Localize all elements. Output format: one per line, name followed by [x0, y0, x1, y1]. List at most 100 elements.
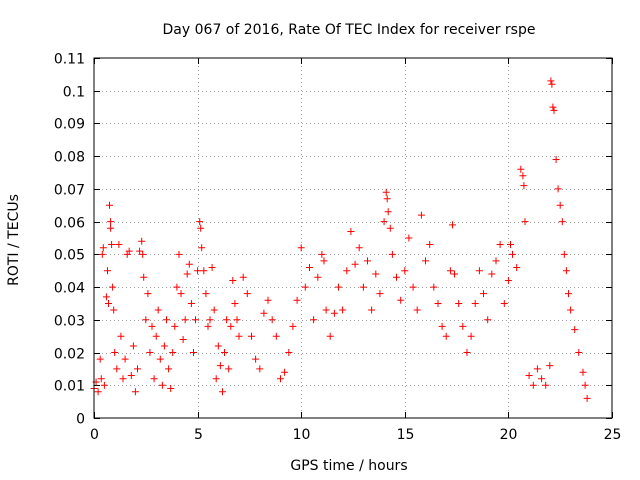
data-point — [382, 188, 390, 196]
data-point — [198, 244, 206, 252]
data-point — [496, 241, 504, 248]
data-point — [111, 349, 119, 356]
data-point — [243, 290, 251, 298]
data-point — [393, 273, 400, 281]
data-point — [163, 316, 170, 324]
data-point — [181, 316, 189, 324]
data-point — [125, 247, 133, 255]
data-point — [102, 293, 110, 301]
y-tick-label: 0.11 — [54, 52, 85, 68]
data-point — [581, 381, 589, 389]
data-point — [146, 349, 154, 356]
data-point — [131, 388, 139, 396]
data-points — [90, 77, 591, 402]
x-tick-label: 15 — [397, 427, 415, 443]
data-point — [190, 349, 197, 356]
y-tick-label: 0.09 — [54, 117, 85, 133]
data-point — [575, 349, 583, 356]
x-tick-label: 0 — [90, 427, 99, 443]
data-point — [549, 103, 557, 111]
data-point — [96, 355, 104, 363]
data-point — [550, 106, 558, 114]
data-point — [397, 296, 405, 304]
data-point — [383, 195, 391, 203]
x-axis-label: GPS time / hours — [290, 458, 407, 474]
y-tick-label: 0 — [76, 412, 85, 428]
data-point — [380, 218, 388, 226]
data-point — [326, 332, 334, 340]
data-point — [104, 267, 111, 275]
data-point — [355, 244, 363, 252]
data-point — [417, 211, 425, 219]
data-point — [194, 267, 202, 275]
data-point — [221, 349, 228, 356]
data-point — [231, 300, 239, 307]
data-point — [480, 290, 487, 298]
data-point — [272, 332, 280, 340]
data-point — [533, 365, 541, 373]
y-tick-label: 0.05 — [54, 248, 85, 264]
data-point — [150, 375, 158, 383]
data-point — [285, 349, 293, 356]
data-point — [351, 260, 359, 268]
data-point — [171, 322, 179, 330]
data-point — [110, 306, 118, 314]
data-point — [210, 306, 218, 314]
data-point — [264, 296, 272, 304]
y-tick-label: 0.06 — [54, 216, 85, 232]
data-point — [158, 381, 166, 389]
data-point — [571, 326, 579, 334]
data-point — [330, 309, 338, 317]
data-point — [579, 368, 587, 376]
data-point — [177, 290, 185, 298]
x-tick-label: 10 — [293, 427, 311, 443]
data-point — [521, 218, 529, 226]
data-point — [197, 224, 205, 232]
data-point — [225, 365, 233, 373]
data-point — [401, 267, 409, 275]
data-point — [364, 257, 371, 265]
data-point — [422, 257, 429, 265]
data-point — [281, 368, 289, 376]
data-point — [405, 234, 413, 242]
data-point — [108, 241, 116, 248]
data-point — [322, 306, 330, 314]
data-point — [384, 208, 392, 216]
data-point — [129, 342, 137, 350]
data-point — [105, 300, 112, 307]
data-point — [538, 375, 546, 383]
data-point — [484, 316, 492, 324]
data-point — [142, 316, 150, 324]
data-point — [301, 283, 309, 291]
data-point — [376, 290, 384, 298]
data-point — [229, 277, 237, 284]
data-point — [235, 332, 243, 340]
data-point — [94, 388, 102, 396]
axis-ticks: 0 0.01 0.02 0.03 0.04 0.05 0.06 0.07 0.08 0.09 0.1… — [54, 52, 622, 444]
data-point — [212, 375, 220, 383]
data-point — [320, 257, 328, 265]
data-point — [106, 201, 113, 209]
data-point — [547, 77, 555, 85]
data-point — [156, 355, 164, 363]
data-point — [552, 156, 560, 163]
data-point — [140, 273, 148, 281]
data-point — [558, 218, 566, 226]
data-point — [519, 172, 527, 180]
data-point — [109, 283, 117, 291]
y-tick-label: 0.03 — [54, 314, 85, 330]
data-point — [121, 355, 129, 363]
data-point — [173, 283, 181, 291]
data-point — [562, 267, 570, 275]
data-point — [507, 241, 514, 248]
data-point — [335, 283, 342, 291]
data-point — [426, 241, 434, 248]
data-point — [187, 300, 195, 307]
data-point — [107, 218, 115, 226]
data-point — [372, 270, 380, 278]
data-point — [127, 372, 135, 379]
x-tick-label: 5 — [194, 427, 203, 443]
data-point — [513, 264, 521, 271]
data-point — [117, 332, 125, 340]
